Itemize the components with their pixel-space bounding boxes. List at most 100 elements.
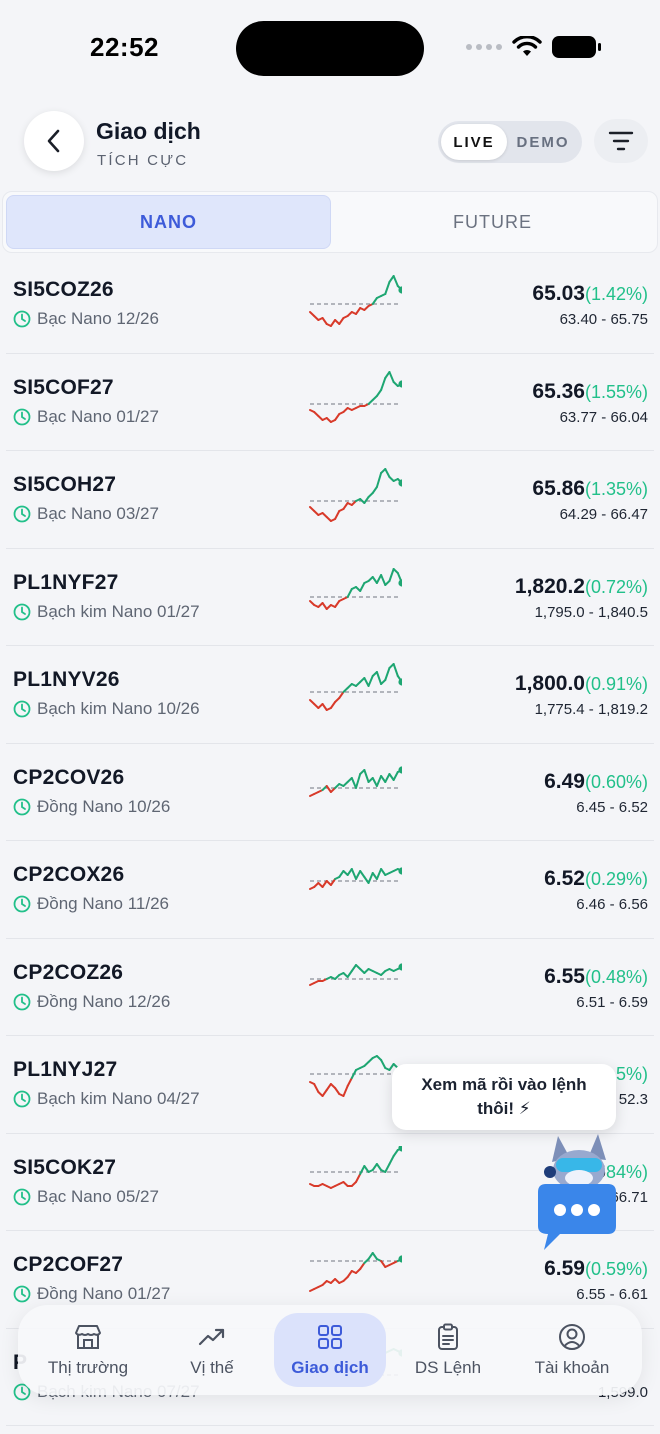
user-circle-icon — [559, 1324, 585, 1350]
sparkline-segment — [334, 1087, 341, 1095]
contract-description: Đồng Nano 12/26 — [13, 992, 170, 1012]
contract-row[interactable]: CP2COX26 Đồng Nano 11/26 6.52(0.29%) 6.46 -… — [6, 841, 654, 939]
clock-icon — [13, 1383, 31, 1400]
tab-future[interactable]: FUTURE — [453, 211, 532, 232]
mode-live-option[interactable]: LIVE — [441, 124, 507, 160]
tab-nano[interactable]: NANO — [6, 195, 331, 249]
sparkline-segment — [367, 1252, 374, 1260]
price-change-percent: (0.59%) — [584, 1259, 648, 1279]
contract-symbol: CP2COV26 — [13, 765, 125, 789]
sparkline-segment — [329, 878, 337, 886]
nav-ds-lenh[interactable]: DS Lệnh — [386, 1313, 510, 1387]
price-change-percent: (0.72%) — [584, 576, 648, 597]
live-demo-toggle[interactable]: LIVE DEMO — [438, 121, 582, 163]
contract-row[interactable]: SI5COH27 Bạc Nano 03/27 65.86(1.35%) 64.29 … — [6, 451, 654, 549]
sparkline-segment — [346, 868, 353, 876]
price-change-percent: 84%) — [605, 1161, 648, 1182]
chevron-left-icon — [47, 129, 60, 153]
sparkline-chart — [309, 567, 402, 610]
contract-name: Bạch kim Nano 04/27 — [37, 1089, 200, 1108]
contract-row[interactable]: CP2COZ26 Đồng Nano 12/26 6.55(0.48%) 6.51 -… — [6, 939, 654, 1036]
filter-button[interactable] — [594, 119, 648, 163]
sparkline-segment — [338, 870, 345, 878]
sparkline-chart — [309, 867, 402, 890]
contract-row[interactable]: SI5COZ26 Bạc Nano 12/26 65.03(1.42%) 63.40 … — [6, 256, 654, 354]
sparkline-segment — [355, 307, 362, 315]
price-change-percent: (1.55%) — [584, 381, 648, 402]
nav-vi-the[interactable]: Vị thế — [150, 1313, 274, 1387]
price-range: 6.51 - 6.59 — [576, 993, 648, 1011]
price-line: 6.59(0.59%) — [544, 1257, 648, 1281]
last-price: 65.36 — [532, 379, 585, 403]
contract-symbol: CP2COX26 — [13, 863, 125, 886]
sparkline-chart — [309, 1055, 402, 1097]
clock-icon — [13, 1285, 31, 1303]
sparkline-segment — [392, 663, 399, 677]
contract-name: Bạc Nano 12/26 — [37, 309, 159, 328]
sparkline-segment — [371, 575, 378, 584]
sparkline-segment — [313, 1083, 320, 1093]
price-change-percent: (0.48%) — [584, 966, 648, 987]
contract-description: Bạc Nano 12/26 — [13, 309, 159, 329]
mascot-chat-icon[interactable] — [530, 1128, 626, 1256]
price-change-percent: (0.29%) — [584, 869, 648, 889]
sparkline-segment — [388, 1063, 395, 1071]
clock-icon — [13, 700, 31, 718]
back-button[interactable] — [24, 111, 84, 171]
last-price: 1,820.2 — [514, 574, 585, 598]
contract-name: Đồng Nano 10/26 — [37, 796, 171, 816]
nav-giao-dich[interactable]: Giao dịch — [274, 1313, 386, 1387]
price-change-percent: (1.42%) — [584, 284, 648, 304]
sparkline-chart — [309, 962, 402, 986]
nav-thi-truong[interactable]: Thị trường — [26, 1313, 150, 1387]
last-price: 6.52 — [544, 867, 585, 890]
clock-icon — [13, 603, 31, 620]
sparkline-segment — [384, 281, 391, 295]
assistant-tooltip: Xem mã rồi vào lệnh thôi! ⚡ — [392, 1064, 616, 1130]
contract-row[interactable]: PL1NYJ27 Bạch kim Nano 04/27 5%) 52.3 — [6, 1036, 654, 1134]
sparkline-segment — [388, 275, 395, 283]
contract-description: Bạc Nano 03/27 — [13, 504, 159, 524]
sparkline-segment — [388, 370, 395, 383]
mode-demo-option[interactable]: DEMO — [516, 133, 570, 151]
contract-name: Bạc Nano 03/27 — [37, 504, 159, 523]
sparkline-segment — [380, 868, 387, 876]
status-icons — [466, 36, 601, 58]
sparkline-segment — [380, 1260, 387, 1268]
contract-description: Bạch kim Nano 01/27 — [13, 602, 200, 622]
contract-row[interactable]: CP2COV26 Đồng Nano 10/26 6.49(0.60%) 6.45 -… — [6, 744, 654, 841]
battery-icon — [552, 36, 601, 58]
sparkline-last-point — [398, 286, 402, 294]
last-price: 6.49 — [544, 769, 585, 793]
sparkline-segment — [375, 388, 383, 397]
nav-tai-khoan[interactable]: Tài khoản — [510, 1313, 634, 1387]
sparkline-segment — [363, 1164, 370, 1173]
price-range: 64.29 - 66.47 — [559, 506, 648, 523]
contract-symbol: PL1NYF27 — [13, 570, 119, 594]
sparkline-segment — [367, 675, 374, 687]
sparkline-segment — [384, 667, 391, 681]
sparkline-segment — [359, 581, 366, 592]
contract-symbol: SI5COK27 — [13, 1155, 117, 1179]
sparkline-segment — [329, 319, 337, 327]
sparkline-chart — [309, 663, 402, 711]
nav-label: DS Lệnh — [414, 1358, 482, 1377]
signal-icon — [466, 44, 502, 50]
sparkline-segment — [334, 510, 341, 520]
price-range: 6.55 - 6.61 — [576, 1286, 648, 1303]
contract-row[interactable]: PL1NYV26 Bạch kim Nano 10/26 1,800.0(0.91%… — [6, 646, 654, 744]
sparkline-segment — [392, 1148, 399, 1157]
sparkline-last-point — [398, 765, 402, 774]
sparkline-last-point — [398, 867, 402, 875]
sparkline-segment — [329, 701, 337, 709]
contract-row[interactable]: SI5COF27 Bạc Nano 01/27 65.36(1.55%) 63.77 … — [6, 354, 654, 451]
contract-symbol: SI5COF27 — [13, 375, 114, 399]
sparkline-segment — [371, 486, 378, 494]
contract-description: Bạch kim Nano 04/27 — [13, 1089, 200, 1109]
sparkline-segment — [338, 317, 345, 325]
sparkline-last-point — [398, 1145, 402, 1152]
nav-label: Thị trường — [47, 1358, 129, 1377]
clock-icon — [13, 895, 31, 913]
sparkline-segment — [355, 870, 362, 880]
contract-row[interactable]: PL1NYF27 Bạch kim Nano 01/27 1,820.2(0.72%… — [6, 549, 654, 646]
